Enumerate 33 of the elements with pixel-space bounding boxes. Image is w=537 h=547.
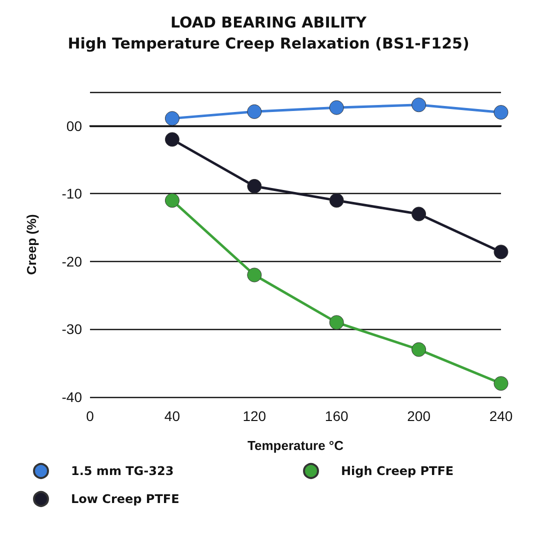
x-tick-label: 0 <box>86 408 94 424</box>
y-tick-label: -30 <box>62 321 82 338</box>
point <box>164 132 180 147</box>
x-tick-label: 40 <box>164 408 180 424</box>
chart-subtitle: High Temperature Creep Relaxation (BS1-F125) <box>68 34 470 52</box>
x-tick-label: 200 <box>407 408 431 424</box>
y-tick-label: 00 <box>66 118 82 134</box>
y-tick-label: -40 <box>62 389 82 405</box>
point <box>412 206 426 222</box>
point <box>412 98 426 112</box>
point <box>164 111 180 126</box>
y-tick-label: -10 <box>62 186 82 202</box>
y-tick-label: -20 <box>62 253 82 270</box>
point <box>329 100 344 115</box>
point <box>247 178 262 194</box>
point <box>494 105 508 120</box>
point <box>164 193 180 208</box>
x-axis-title: Temperature °C <box>248 438 344 453</box>
point <box>329 315 344 330</box>
point <box>494 376 508 391</box>
x-tick-label: 240 <box>489 408 513 424</box>
x-tick-label: 160 <box>324 408 348 424</box>
x-tick-label: 120 <box>242 408 266 424</box>
point <box>412 342 426 357</box>
point <box>494 244 508 260</box>
chart-title: LOAD BEARING ABILITY <box>170 14 368 32</box>
point <box>329 193 344 208</box>
legend-label: 1.5 mm TG-323 <box>71 464 174 478</box>
legend-label: High Creep PTFE <box>341 464 454 478</box>
legend-label: Low Creep PTFE <box>71 492 180 506</box>
point <box>247 104 262 119</box>
y-axis-title: Creep (%) <box>24 214 39 275</box>
point <box>247 268 262 282</box>
